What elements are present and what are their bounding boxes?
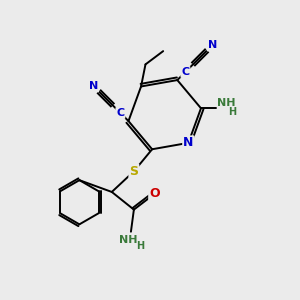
Text: S: S bbox=[129, 165, 138, 178]
Text: NH: NH bbox=[119, 235, 137, 245]
Text: N: N bbox=[183, 136, 194, 149]
Text: H: H bbox=[136, 242, 144, 251]
Text: O: O bbox=[149, 187, 160, 200]
Text: C: C bbox=[116, 108, 124, 118]
Text: N: N bbox=[89, 81, 98, 91]
Text: H: H bbox=[228, 107, 236, 117]
Text: N: N bbox=[208, 40, 217, 50]
Text: NH: NH bbox=[217, 98, 236, 108]
Text: C: C bbox=[181, 67, 190, 77]
